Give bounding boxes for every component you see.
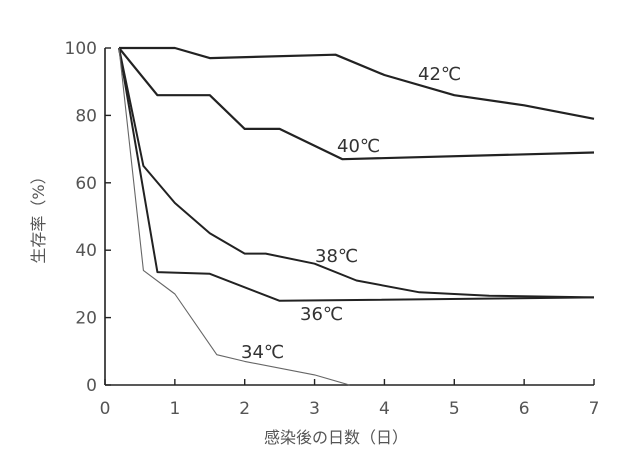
x-tick-label: 6: [519, 399, 530, 419]
y-axis-ticks: 0 20 40 60 80 100: [65, 39, 111, 396]
y-tick-label: 40: [75, 241, 97, 261]
plot-axes: [104, 48, 594, 386]
x-tick-label: 4: [379, 399, 390, 419]
y-tick-label: 0: [86, 376, 97, 396]
series-label: 38℃: [315, 246, 358, 267]
series-labels: 42℃ 40℃ 38℃ 36℃ 34℃: [241, 64, 461, 363]
x-tick-label: 2: [239, 399, 250, 419]
y-tick-label: 60: [75, 174, 97, 194]
series-label: 34℃: [241, 342, 284, 363]
series-line: [118, 47, 350, 386]
y-tick-label: 100: [65, 39, 97, 59]
x-tick-label: 5: [449, 399, 460, 419]
x-axis-ticks: 0 1 2 3 4 5 6 7: [100, 379, 600, 419]
series-line: [118, 47, 595, 161]
series-label: 36℃: [300, 304, 343, 325]
series-line: [118, 47, 595, 302]
y-axis-title: 生存率（%）: [29, 168, 48, 263]
series-label: 42℃: [418, 64, 461, 85]
x-tick-label: 7: [589, 399, 600, 419]
x-axis-title: 感染後の日数（日）: [264, 428, 408, 447]
series-line: [119, 46, 595, 120]
y-tick-label: 80: [75, 106, 97, 126]
series-lines: [118, 46, 595, 386]
series-label: 40℃: [337, 136, 380, 157]
x-tick-label: 1: [169, 399, 180, 419]
y-tick-label: 20: [75, 309, 97, 329]
x-tick-label: 3: [309, 399, 320, 419]
series-line: [118, 47, 595, 299]
x-tick-label: 0: [100, 399, 111, 419]
